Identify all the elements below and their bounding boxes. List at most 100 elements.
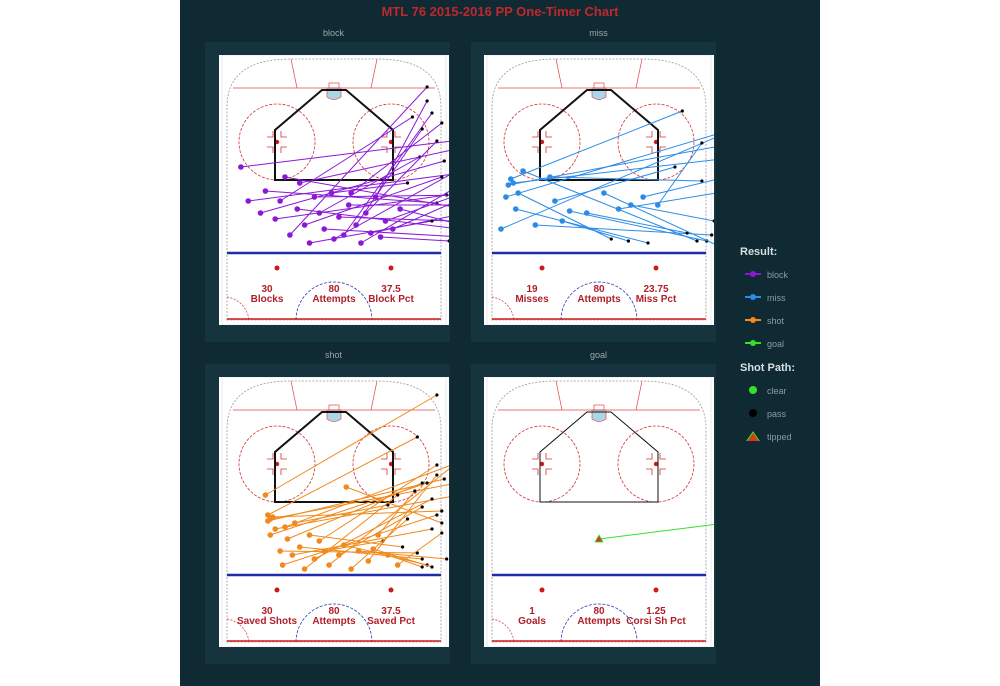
shot-point-10 xyxy=(552,198,558,204)
shot-path-0 xyxy=(265,394,438,496)
shot-path-0 xyxy=(240,140,449,168)
shot-path-1 xyxy=(505,134,714,198)
shot-point-5 xyxy=(282,174,288,180)
shot-path-14 xyxy=(304,494,399,570)
shot-point-3 xyxy=(267,532,274,538)
stat-label-2: Block Pct xyxy=(368,294,414,305)
pass-origin-23 xyxy=(442,159,446,163)
shot-point-23 xyxy=(257,210,264,216)
shot-point-7 xyxy=(294,206,301,212)
pass-origin-4 xyxy=(410,115,414,119)
shot-path-1 xyxy=(267,436,418,516)
shot-point-19 xyxy=(326,562,332,568)
rink-surface xyxy=(484,377,714,647)
trapezoid-right xyxy=(370,380,378,411)
shot-point-1 xyxy=(245,198,252,204)
shot-path-28 xyxy=(392,203,449,230)
shot-path-0 xyxy=(500,137,714,230)
shot-path-14 xyxy=(603,192,714,245)
pass-origin-28 xyxy=(420,565,424,569)
pass-origin-18 xyxy=(700,141,704,145)
pass-origin-10 xyxy=(673,165,677,169)
stat-value-2: 1.25 xyxy=(646,606,666,617)
stat-value-1: 80 xyxy=(593,284,605,295)
shot-point-22 xyxy=(343,484,350,490)
shot-point-18 xyxy=(321,548,327,554)
faceoff-hashmarks-left xyxy=(267,453,287,475)
trapezoid-right xyxy=(370,58,378,89)
legend-label-clear: clear xyxy=(767,386,787,396)
shot-path-26 xyxy=(333,174,449,240)
shot-point-26 xyxy=(370,546,376,552)
pass-origin-8 xyxy=(440,175,444,179)
faceoff-hashmarks-right xyxy=(381,453,401,475)
shot-point-8 xyxy=(279,562,286,568)
shot-path-2 xyxy=(508,146,714,186)
shot-path-10 xyxy=(554,166,676,202)
shot-point-21 xyxy=(377,234,384,240)
stat-label-1: Attempts xyxy=(577,616,621,627)
legend-key-block xyxy=(745,271,761,277)
shot-path-24 xyxy=(299,150,449,184)
rink-markings xyxy=(486,377,712,647)
pass-origin-3 xyxy=(680,109,684,113)
shot-point-17 xyxy=(358,240,364,246)
shot-point-12 xyxy=(292,520,298,526)
legend-label-block: block xyxy=(767,270,789,280)
shot-point-6 xyxy=(287,232,293,238)
pass-origin-8 xyxy=(435,513,439,517)
pass-origin-22 xyxy=(440,521,444,525)
shot-path-25 xyxy=(367,474,438,562)
legend-result-title: Result: xyxy=(740,246,778,258)
shot-point-0 xyxy=(498,226,504,232)
pass-origin-26 xyxy=(430,565,434,569)
shot-point-8 xyxy=(301,222,308,228)
shot-path-22 xyxy=(346,486,442,524)
shot-point-29 xyxy=(394,562,401,568)
neutral-dot-right xyxy=(388,587,394,593)
shot-path-1 xyxy=(248,174,449,202)
shot-path-27 xyxy=(377,490,416,536)
legend-key-clear xyxy=(749,386,757,394)
centre-circle xyxy=(560,281,638,321)
shot-point-16 xyxy=(311,556,318,562)
shot-point-5 xyxy=(512,206,519,212)
shot-point-14 xyxy=(301,566,308,572)
shot-path-4 xyxy=(279,116,413,202)
pass-origin-18 xyxy=(435,139,439,143)
pass-origin-24 xyxy=(445,557,449,561)
shot-path-25 xyxy=(309,220,433,244)
legend-key-miss xyxy=(745,294,761,300)
shot-point-18 xyxy=(655,202,661,208)
legend-key-shot xyxy=(745,317,761,323)
stat-value-2: 37.5 xyxy=(381,284,401,295)
stat-value-0: 1 xyxy=(529,606,535,617)
pass-origin-6 xyxy=(609,237,613,241)
chart-title: MTL 76 2015-2016 PP One-Timer Chart xyxy=(381,4,619,19)
shot-path-0 xyxy=(598,524,714,540)
legend-item-goal: goal xyxy=(740,333,820,356)
rink-border xyxy=(221,55,447,325)
shot-point-25 xyxy=(306,240,313,246)
legend-item-tipped: tipped xyxy=(740,426,820,449)
pass-origin-8 xyxy=(710,233,714,237)
neutral-dot-left xyxy=(274,265,280,271)
shot-path-16 xyxy=(630,204,714,222)
stat-value-1: 80 xyxy=(328,606,340,617)
series-goal xyxy=(594,524,714,543)
neutral-dot-left xyxy=(274,587,280,593)
stat-label-0: Goals xyxy=(518,616,546,627)
centre-circle xyxy=(295,603,373,643)
pass-origin-16 xyxy=(712,219,714,223)
shot-path-3 xyxy=(275,194,447,220)
shot-path-10 xyxy=(319,156,420,214)
shot-point-1 xyxy=(503,194,509,200)
pass-origin-14 xyxy=(430,111,434,115)
legend-label-goal: goal xyxy=(767,339,785,349)
stat-value-2: 23.75 xyxy=(643,284,668,295)
pass-origin-27 xyxy=(413,489,417,493)
shot-point-17 xyxy=(640,194,646,200)
stat-value-0: 30 xyxy=(261,284,273,295)
shot-point-25 xyxy=(365,558,372,564)
